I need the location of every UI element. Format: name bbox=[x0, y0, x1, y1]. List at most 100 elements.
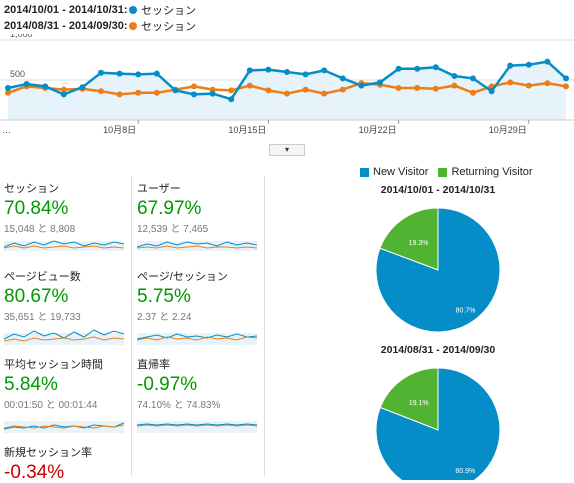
data-point[interactable] bbox=[60, 91, 67, 98]
data-point[interactable] bbox=[79, 84, 86, 91]
series-dot-icon bbox=[129, 22, 137, 30]
data-point[interactable] bbox=[339, 75, 346, 82]
data-point[interactable] bbox=[544, 80, 551, 87]
data-point[interactable] bbox=[246, 82, 253, 89]
legend-range-current: 2014/10/01 - 2014/10/31: bbox=[4, 4, 128, 16]
metric-label: ユーザー bbox=[137, 183, 181, 195]
metric-change: 67.97% bbox=[137, 198, 202, 219]
data-point[interactable] bbox=[302, 86, 309, 93]
pie-label-returning: 19.1% bbox=[409, 400, 429, 407]
divider bbox=[131, 176, 132, 476]
data-point[interactable] bbox=[135, 89, 142, 96]
metric-pageviews[interactable]: ページビュー数 80.67% 35,651 と 19,733 bbox=[4, 268, 129, 345]
data-point[interactable] bbox=[488, 88, 495, 95]
data-point[interactable] bbox=[414, 65, 421, 72]
data-point[interactable] bbox=[284, 69, 290, 75]
data-point[interactable] bbox=[172, 87, 179, 94]
data-point[interactable] bbox=[302, 71, 309, 78]
metric-change: 5.84% bbox=[4, 374, 58, 395]
data-point[interactable] bbox=[228, 87, 235, 94]
data-point[interactable] bbox=[191, 83, 197, 90]
data-point[interactable] bbox=[5, 89, 11, 96]
y-tick-label: 1,000 bbox=[10, 34, 33, 39]
pie-slice-returning[interactable] bbox=[379, 207, 439, 271]
data-point[interactable] bbox=[544, 58, 551, 65]
data-point[interactable] bbox=[5, 85, 11, 91]
metric-pages-per-session[interactable]: ページ/セッション 5.75% 2.37 と 2.24 bbox=[137, 268, 262, 345]
metric-sparkline bbox=[137, 333, 257, 345]
data-point[interactable] bbox=[395, 85, 402, 91]
metric-compare: 2.37 と 2.24 bbox=[137, 312, 192, 323]
metric-label: 直帰率 bbox=[137, 359, 170, 371]
data-point[interactable] bbox=[451, 82, 458, 89]
data-point[interactable] bbox=[432, 85, 439, 92]
data-point[interactable] bbox=[507, 79, 514, 86]
data-point[interactable] bbox=[191, 91, 197, 98]
data-point[interactable] bbox=[60, 86, 67, 93]
data-point[interactable] bbox=[321, 90, 328, 97]
data-point[interactable] bbox=[377, 79, 383, 86]
legend-new-visitor: New Visitor bbox=[373, 166, 429, 178]
metric-bounce-rate[interactable]: 直帰率 -0.97% 74.10% と 74.83% bbox=[137, 356, 262, 433]
data-point[interactable] bbox=[451, 73, 458, 79]
metric-compare: 12,539 と 7,465 bbox=[137, 224, 209, 235]
returning-visitor-swatch-icon bbox=[438, 167, 448, 177]
data-point[interactable] bbox=[42, 83, 49, 90]
sessions-trend-chart[interactable]: 1,000 500 … 10月8日 10月15日 10月22日 10月29日 bbox=[0, 34, 574, 146]
data-point[interactable] bbox=[339, 86, 346, 93]
legend-label-current: セッション bbox=[141, 5, 196, 17]
data-point[interactable] bbox=[209, 90, 216, 97]
series-dot-icon bbox=[129, 6, 137, 14]
divider bbox=[264, 176, 265, 476]
metric-change: 70.84% bbox=[4, 198, 69, 219]
data-point[interactable] bbox=[246, 67, 253, 74]
legend-row-current: 2014/10/01 - 2014/10/31: セッション bbox=[4, 2, 196, 18]
metric-sessions[interactable]: セッション 70.84% 15,048 と 8,808 bbox=[4, 180, 129, 251]
data-point[interactable] bbox=[265, 87, 272, 94]
data-point[interactable] bbox=[563, 83, 569, 90]
pie-slice-returning[interactable] bbox=[379, 367, 439, 431]
visitor-pie-previous[interactable]: 19.1% 80.9% bbox=[358, 356, 518, 480]
pie-slice-new[interactable] bbox=[375, 367, 501, 480]
data-point[interactable] bbox=[470, 75, 476, 82]
data-point[interactable] bbox=[135, 71, 142, 78]
pie-slice-new[interactable] bbox=[375, 207, 501, 333]
metric-avg-session-duration[interactable]: 平均セッション時間 5.84% 00:01:50 と 00:01:44 bbox=[4, 356, 129, 433]
data-point[interactable] bbox=[116, 91, 123, 98]
metric-new-session-rate[interactable]: 新規セッション率 -0.34% bbox=[4, 444, 129, 483]
x-tick-label: … bbox=[2, 125, 11, 135]
data-point[interactable] bbox=[525, 61, 532, 68]
metric-change: -0.97% bbox=[137, 374, 198, 395]
data-point[interactable] bbox=[116, 70, 123, 77]
data-point[interactable] bbox=[98, 69, 104, 76]
data-point[interactable] bbox=[432, 64, 439, 71]
metric-users[interactable]: ユーザー 67.97% 12,539 と 7,465 bbox=[137, 180, 262, 251]
data-point[interactable] bbox=[228, 96, 235, 103]
data-point[interactable] bbox=[23, 81, 30, 87]
data-point[interactable] bbox=[525, 82, 532, 89]
metric-label: ページ/セッション bbox=[137, 271, 228, 283]
data-point[interactable] bbox=[265, 66, 272, 73]
metric-change: 80.67% bbox=[4, 286, 69, 307]
collapse-chart-button[interactable]: ▾ bbox=[269, 144, 305, 156]
comparison-legend: 2014/10/01 - 2014/10/31: セッション 2014/08/3… bbox=[4, 2, 196, 34]
data-point[interactable] bbox=[321, 67, 328, 74]
data-point[interactable] bbox=[284, 90, 290, 97]
metric-change: 5.75% bbox=[137, 286, 191, 307]
data-point[interactable] bbox=[153, 89, 160, 96]
pie-legend: New Visitor Returning Visitor bbox=[360, 166, 533, 178]
data-point[interactable] bbox=[395, 65, 402, 72]
metric-label: ページビュー数 bbox=[4, 271, 81, 283]
data-point[interactable] bbox=[507, 62, 514, 69]
data-point[interactable] bbox=[153, 70, 160, 77]
pie-title-current: 2014/10/01 - 2014/10/31 bbox=[380, 184, 496, 196]
new-visitor-swatch-icon bbox=[360, 167, 369, 177]
data-point[interactable] bbox=[470, 89, 476, 96]
data-point[interactable] bbox=[98, 88, 104, 95]
data-point[interactable] bbox=[563, 75, 569, 82]
metric-change: -0.34% bbox=[4, 462, 65, 483]
data-point[interactable] bbox=[414, 85, 421, 91]
data-point[interactable] bbox=[358, 82, 365, 89]
visitor-pie-current[interactable]: 19.3% 80.7% bbox=[358, 196, 518, 346]
y-tick-label: 500 bbox=[10, 69, 25, 79]
